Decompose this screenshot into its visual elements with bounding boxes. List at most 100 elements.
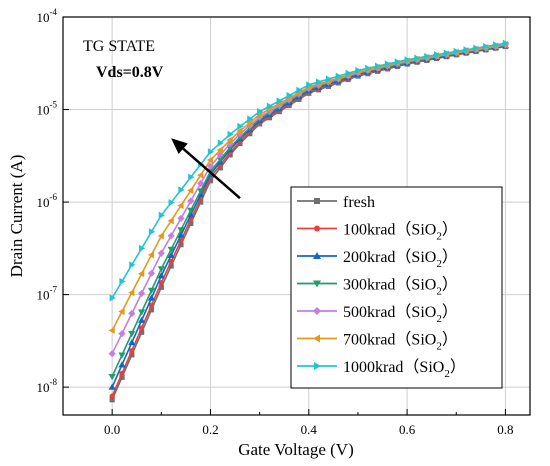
data-point (314, 225, 320, 232)
data-point (276, 97, 283, 105)
data-point (118, 307, 125, 316)
legend-label-text: fresh (343, 194, 375, 211)
legend-label-text: 200krad（SiO (343, 248, 436, 266)
data-point (207, 178, 214, 184)
legend-label-suffix: ） (442, 248, 458, 266)
data-point (473, 44, 480, 52)
data-point (108, 374, 116, 381)
data-point (217, 165, 223, 171)
data-point (157, 249, 165, 257)
data-point (236, 127, 243, 135)
data-point (119, 374, 125, 380)
data-point (226, 136, 233, 144)
y-tick-base: 10 (37, 103, 50, 118)
data-point (158, 284, 164, 290)
data-point (246, 119, 253, 127)
legend-label: 1000krad（SiO2） (343, 358, 466, 380)
legend-label-subscript: 2 (436, 286, 442, 298)
y-axis-label: Drain Current (A) (7, 155, 26, 278)
data-point (306, 81, 313, 89)
x-tick-label: 0.2 (202, 422, 218, 437)
legend-box (290, 186, 503, 389)
legend-label-text: 100krad（SiO (343, 221, 436, 239)
legend-item: 700krad（SiO2） (297, 331, 458, 353)
annotation-state: TG STATE (83, 38, 155, 55)
axis-ticks: 0.0 0.2 0.4 0.6 0.810-810-710-610-510-4 (37, 7, 514, 437)
data-point (313, 307, 321, 315)
legend-label: fresh (343, 194, 375, 211)
legend-item: 100krad（SiO2） (297, 221, 458, 243)
data-point (313, 280, 321, 288)
data-point (316, 78, 323, 86)
data-point (109, 294, 116, 302)
x-tick-label: 0.6 (399, 422, 416, 437)
legend-item: 200krad（SiO2） (297, 248, 458, 270)
data-point (158, 279, 164, 286)
data-point (157, 266, 165, 273)
data-point (216, 156, 224, 164)
data-point (128, 289, 135, 297)
data-point (375, 62, 382, 70)
data-point (167, 251, 175, 259)
x-tick-label: 0.8 (497, 422, 513, 437)
y-tick-base: 10 (37, 380, 50, 395)
data-point (296, 86, 303, 94)
legend-item: 1000krad（SiO2） (297, 358, 466, 380)
data-point (148, 228, 156, 236)
data-point (118, 329, 126, 338)
data-point (434, 51, 441, 59)
legend: fresh100krad（SiO2）200krad（SiO2）300krad（S… (290, 186, 503, 389)
legend-label-suffix: ） (442, 276, 458, 294)
plot-frame (62, 16, 531, 416)
legend-label-subscript: 2 (444, 368, 450, 380)
data-point (265, 107, 274, 115)
legend-label-text: 500krad（SiO (343, 303, 436, 321)
data-point (168, 258, 174, 265)
legend-label-subscript: 2 (436, 341, 442, 353)
data-point (217, 139, 224, 147)
legend-label: 700krad（SiO2） (343, 331, 458, 353)
data-point (187, 186, 194, 194)
data-point (178, 242, 184, 248)
data-point (109, 397, 115, 403)
legend-label: 200krad（SiO2） (343, 248, 458, 270)
data-point (207, 148, 215, 156)
data-point (139, 325, 145, 331)
data-point (313, 334, 320, 343)
data-point (119, 370, 125, 376)
y-tick-label: 10-5 (37, 100, 58, 118)
data-point (197, 171, 204, 179)
data-point (206, 156, 214, 164)
data-point (139, 329, 145, 335)
data-point (129, 261, 136, 269)
data-point (257, 107, 264, 116)
annotation-vds: Vds=0.8V (96, 64, 164, 81)
data-point (206, 162, 215, 170)
data-point (314, 198, 320, 204)
x-tick-label: 0.4 (301, 422, 318, 437)
data-point (314, 362, 321, 370)
data-point (147, 269, 156, 277)
data-point (128, 330, 136, 338)
data-point (177, 227, 185, 234)
series-group (108, 39, 510, 403)
data-point (394, 58, 401, 66)
y-tick-exponent: -4 (50, 7, 58, 17)
data-point (138, 309, 146, 316)
data-point (483, 42, 490, 51)
y-tick-label: 10-7 (37, 285, 58, 303)
legend-label-suffix: ） (442, 303, 458, 321)
data-point (424, 52, 431, 61)
data-point (157, 232, 164, 240)
y-tick-base: 10 (37, 195, 50, 210)
data-point (177, 201, 184, 210)
data-point (147, 294, 156, 301)
data-point (187, 211, 195, 218)
arrow-shaft (182, 147, 241, 200)
data-point (453, 47, 460, 55)
data-point (384, 60, 392, 68)
data-point (187, 207, 195, 214)
data-point (355, 66, 362, 74)
y-tick-label: 10-6 (37, 192, 58, 210)
legend-label-subscript: 2 (436, 313, 442, 325)
